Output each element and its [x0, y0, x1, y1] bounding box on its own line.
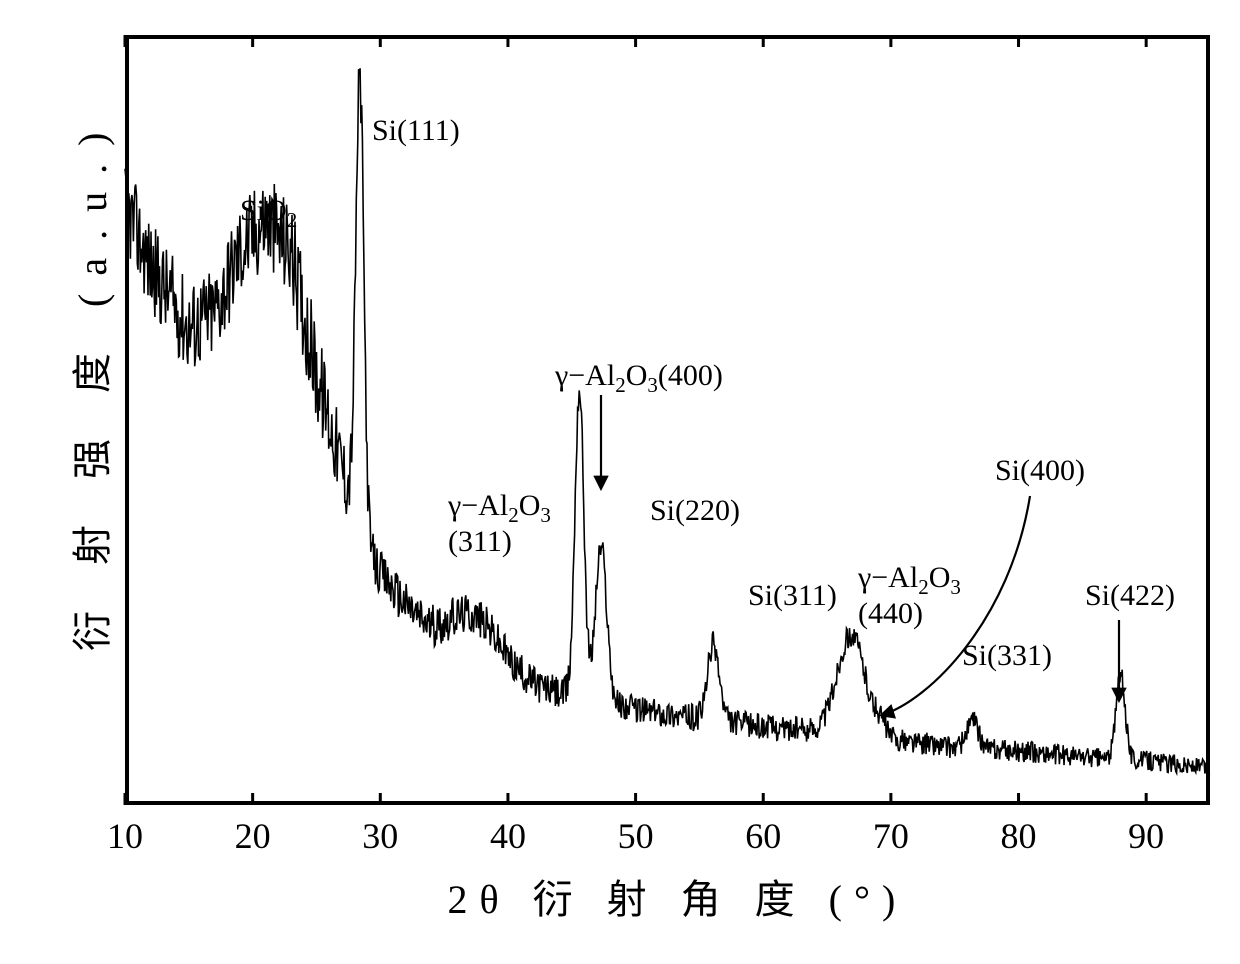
- peak-label-al311: γ−Al2O3(311): [448, 490, 551, 558]
- xtick-label: 10: [107, 815, 143, 857]
- xtick-label: 60: [745, 815, 781, 857]
- peak-label-si400: Si(400): [995, 455, 1085, 487]
- xtick-label: 50: [618, 815, 654, 857]
- peak-label-si111: Si(111): [372, 115, 460, 147]
- xtick-label: 70: [873, 815, 909, 857]
- xtick-label: 90: [1128, 815, 1164, 857]
- xtick-label: 80: [1001, 815, 1037, 857]
- xtick-label: 20: [235, 815, 271, 857]
- peak-label-sio2: SiO2: [240, 195, 297, 231]
- peak-label-si220: Si(220): [650, 495, 740, 527]
- peak-label-si331: Si(331): [962, 640, 1052, 672]
- xtick-label: 30: [362, 815, 398, 857]
- xrd-chart: 衍 射 强 度 (a.u.) 2θ 衍 射 角 度 (°) 10 20 30 40 50…: [0, 0, 1240, 964]
- peak-label-al400: γ−Al2O3(400): [555, 360, 723, 396]
- y-axis-label: 衍 射 强 度 (a.u.): [60, 115, 118, 651]
- xtick-label: 40: [490, 815, 526, 857]
- peak-label-si311: Si(311): [748, 580, 837, 612]
- peak-label-si422: Si(422): [1085, 580, 1175, 612]
- peak-label-al440: γ−Al2O3(440): [858, 562, 961, 630]
- x-axis-label: 2θ 衍 射 角 度 (°): [448, 867, 908, 925]
